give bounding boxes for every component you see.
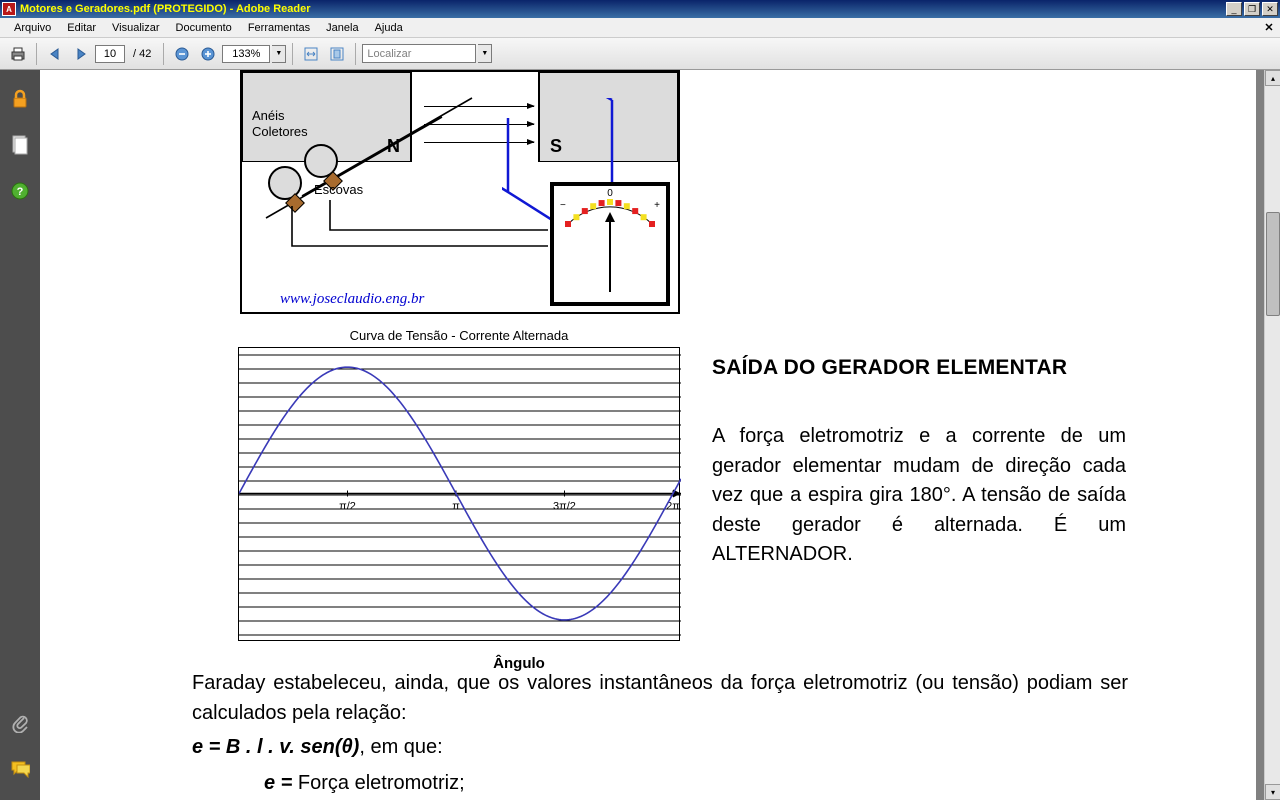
- voltage-curve-chart: Curva de Tensão - Corrente Alternada π/2…: [238, 328, 680, 672]
- wires: [252, 200, 548, 260]
- find-input[interactable]: [362, 44, 476, 63]
- prev-page-button[interactable]: [43, 42, 67, 66]
- toolbar-separator: [355, 43, 356, 65]
- attachment-icon[interactable]: [9, 712, 31, 734]
- zoom-dropdown-button[interactable]: ▼: [272, 45, 286, 63]
- section-heading: SAÍDA DO GERADOR ELEMENTAR: [712, 356, 1067, 380]
- rings-label-2: Coletores: [252, 124, 308, 139]
- zoom-input[interactable]: [222, 45, 270, 63]
- find-dropdown-button[interactable]: ▼: [478, 44, 492, 63]
- menubar: Arquivo Editar Visualizar Documento Ferr…: [0, 18, 1280, 38]
- chart-title: Curva de Tensão - Corrente Alternada: [238, 328, 680, 343]
- zoom-out-button[interactable]: [170, 42, 194, 66]
- help-icon[interactable]: ?: [9, 180, 31, 202]
- content-area: ? N S: [0, 70, 1280, 800]
- page-number-input[interactable]: [95, 45, 125, 63]
- brushes-label: Escovas: [314, 182, 363, 197]
- titlebar: A Motores e Geradores.pdf (PROTEGIDO) - …: [0, 0, 1280, 18]
- window-title: Motores e Geradores.pdf (PROTEGIDO) - Ad…: [20, 3, 1226, 15]
- nav-panel: ?: [0, 70, 40, 800]
- rings-label-1: Anéis: [252, 108, 285, 123]
- faraday-paragraph: Faraday estabeleceu, ainda, que os valor…: [192, 668, 1128, 728]
- meter-zero: 0: [607, 188, 613, 199]
- toolbar: / 42 ▼ ▼: [0, 38, 1280, 70]
- chart-area: π/2π3π/22π: [238, 347, 680, 641]
- page-total-label: / 42: [133, 48, 151, 60]
- meter-needle: [609, 214, 611, 292]
- website-url: www.joseclaudio.eng.br: [280, 291, 424, 308]
- close-button[interactable]: ✕: [1262, 2, 1278, 16]
- document-viewport[interactable]: N S Anéis Coletores Escov: [40, 70, 1280, 800]
- toolbar-separator: [163, 43, 164, 65]
- menu-janela[interactable]: Janela: [318, 20, 366, 36]
- restore-button[interactable]: ❐: [1244, 2, 1260, 16]
- generator-diagram: N S Anéis Coletores Escov: [240, 70, 680, 314]
- toolbar-separator: [36, 43, 37, 65]
- svg-text:?: ?: [17, 186, 24, 198]
- menu-ajuda[interactable]: Ajuda: [367, 20, 411, 36]
- galvanometer: 0 − +: [550, 182, 670, 306]
- menu-ferramentas[interactable]: Ferramentas: [240, 20, 318, 36]
- lock-icon[interactable]: [9, 88, 31, 110]
- svg-text:3π/2: 3π/2: [553, 501, 576, 513]
- menu-documento[interactable]: Documento: [168, 20, 240, 36]
- window-controls: _ ❐ ✕: [1226, 2, 1278, 16]
- menu-editar[interactable]: Editar: [59, 20, 104, 36]
- scroll-up-button[interactable]: ▴: [1265, 70, 1280, 86]
- menu-arquivo[interactable]: Arquivo: [6, 20, 59, 36]
- formula-line: e = B . l . v. sen(θ), em que:: [192, 736, 443, 759]
- toolbar-separator: [292, 43, 293, 65]
- body-paragraph: A força eletromotriz e a corrente de um …: [712, 422, 1126, 570]
- pages-icon[interactable]: [9, 134, 31, 156]
- app-icon: A: [2, 2, 16, 16]
- menubar-close-button[interactable]: ✕: [1262, 21, 1276, 35]
- chart-svg: π/2π3π/22π: [239, 348, 681, 642]
- meter-plus: +: [654, 200, 660, 211]
- svg-text:π: π: [452, 501, 460, 513]
- fit-page-button[interactable]: [325, 42, 349, 66]
- scroll-down-button[interactable]: ▾: [1265, 784, 1280, 800]
- meter-minus: −: [560, 200, 566, 211]
- print-button[interactable]: [6, 42, 30, 66]
- next-page-button[interactable]: [69, 42, 93, 66]
- menu-visualizar[interactable]: Visualizar: [104, 20, 168, 36]
- minimize-button[interactable]: _: [1226, 2, 1242, 16]
- fit-width-button[interactable]: [299, 42, 323, 66]
- svg-text:π/2: π/2: [339, 501, 356, 513]
- comment-icon[interactable]: [9, 758, 31, 780]
- formula-definition: e = Força eletromotriz;: [264, 772, 465, 795]
- zoom-in-button[interactable]: [196, 42, 220, 66]
- vertical-scrollbar[interactable]: ▴ ▾: [1264, 70, 1280, 800]
- scroll-thumb[interactable]: [1266, 212, 1280, 317]
- pdf-page: N S Anéis Coletores Escov: [40, 70, 1256, 800]
